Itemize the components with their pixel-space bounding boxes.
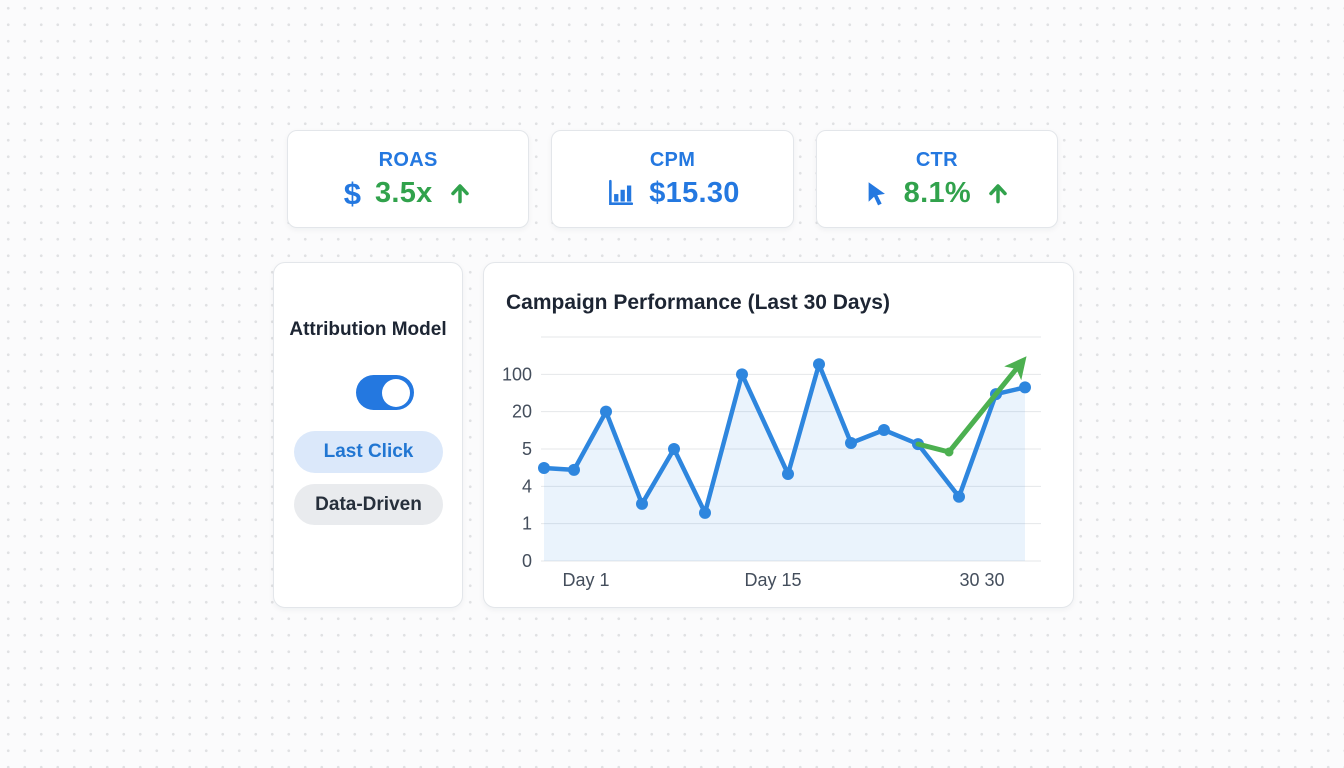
metric-card-ctr: CTR 8.1% bbox=[815, 130, 1058, 228]
svg-text:Day 1: Day 1 bbox=[562, 570, 609, 590]
metric-label-cpm: CPM bbox=[649, 148, 696, 171]
metric-card-roas: ROAS $ 3.5x bbox=[287, 130, 530, 228]
campaign-performance-chart: 100 20 5 4 1 0 Day 1 Day 15 30 30 bbox=[502, 336, 1041, 590]
chart-panel: 100 20 5 4 1 0 Day 1 Day 15 30 30 Campaign Perfo… bbox=[483, 262, 1074, 608]
svg-text:5: 5 bbox=[522, 439, 532, 459]
option-label: Last Click bbox=[323, 441, 414, 462]
attribution-panel: Attribution Model Last Click Data-Driven bbox=[273, 262, 463, 608]
cursor-icon bbox=[863, 180, 890, 207]
option-label: Data-Driven bbox=[315, 493, 422, 515]
svg-text:30 30: 30 30 bbox=[959, 570, 1004, 590]
bar-chart-icon bbox=[605, 178, 635, 208]
attribution-title: Attribution Model bbox=[289, 319, 447, 340]
dollar-icon: $ bbox=[343, 175, 361, 211]
metric-value-roas: 3.5x bbox=[374, 176, 433, 209]
metric-value-ctr: 8.1% bbox=[903, 176, 971, 209]
svg-text:0: 0 bbox=[522, 551, 532, 571]
metric-value-row: $ 3.5x bbox=[344, 177, 473, 210]
option-data-driven[interactable]: Data-Driven bbox=[294, 484, 443, 525]
chart-title: Campaign Performance (Last 30 Days) bbox=[506, 291, 890, 314]
trend-up-icon bbox=[447, 180, 473, 206]
metric-label-roas: ROAS bbox=[378, 148, 438, 171]
metric-label-ctr: CTR bbox=[915, 148, 958, 171]
trend-up-icon bbox=[985, 180, 1011, 206]
svg-text:100: 100 bbox=[502, 364, 532, 384]
metric-value-cpm: $15.30 bbox=[649, 176, 740, 209]
attribution-toggle[interactable] bbox=[356, 375, 414, 410]
svg-text:1: 1 bbox=[522, 514, 532, 534]
svg-text:20: 20 bbox=[512, 402, 532, 422]
metric-value-row: 8.1% bbox=[863, 177, 1011, 210]
svg-text:Day 15: Day 15 bbox=[744, 570, 801, 590]
toggle-knob bbox=[382, 378, 410, 407]
metric-value-row: $15.30 bbox=[605, 177, 740, 210]
svg-text:4: 4 bbox=[522, 476, 532, 496]
option-last-click[interactable]: Last Click bbox=[294, 431, 443, 473]
metric-cards-row: ROAS $ 3.5x CPM $ bbox=[287, 130, 1058, 228]
metric-card-cpm: CPM $15.30 bbox=[551, 130, 794, 228]
